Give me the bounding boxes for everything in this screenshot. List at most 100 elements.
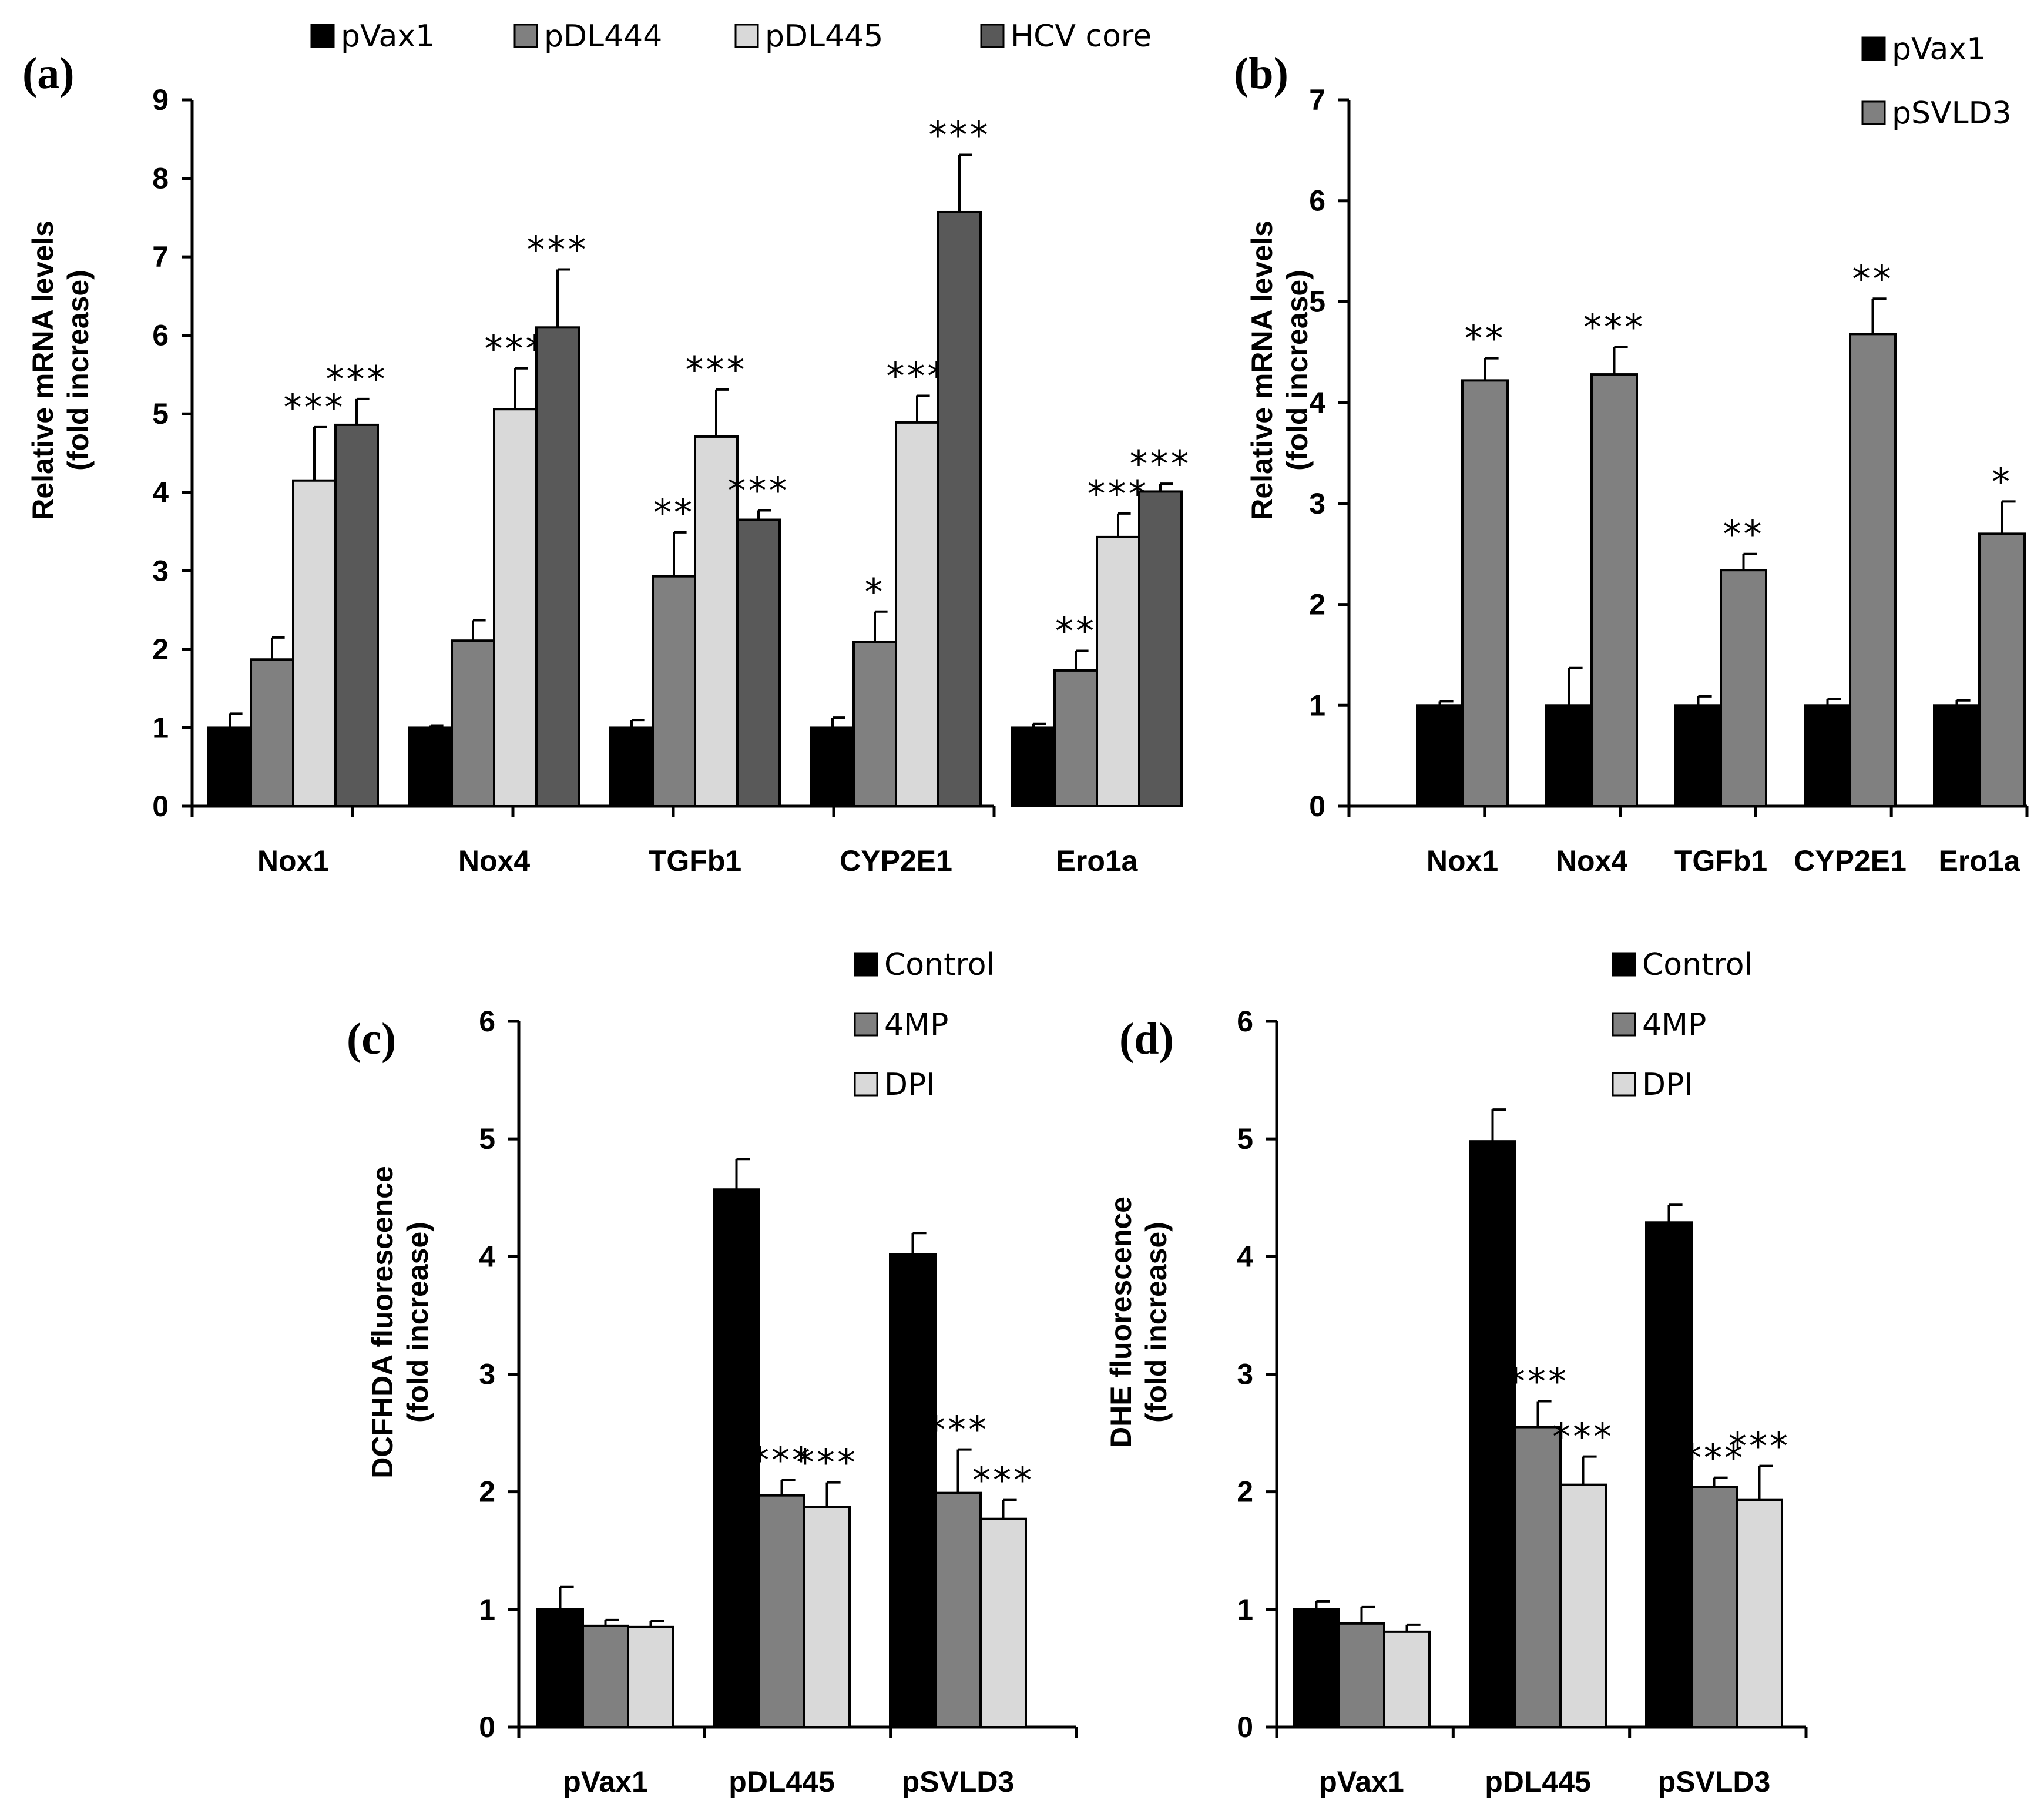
panel-b-ylabel-line2: (fold increase)	[1281, 270, 1314, 471]
panel-c-legend-swatch	[854, 1012, 878, 1037]
panel-a-significance-stars: **	[653, 491, 694, 534]
panel-b-bar	[1720, 569, 1767, 808]
panel-d-significance-stars: ***	[1507, 1360, 1569, 1403]
panel-a-ytick-label: 8	[152, 162, 169, 195]
panel-d-bar	[1469, 1140, 1516, 1729]
panel-a-ylabel-line1: Relative mRNA levels	[26, 220, 59, 520]
panel-c-legend-label: 4MP	[884, 1007, 948, 1042]
panel-a-ytick-label: 6	[152, 319, 169, 352]
panel-a-bar	[736, 518, 781, 807]
panel-a-significance-stars: *	[865, 571, 885, 613]
panel-d-ytick-label: 0	[1237, 1711, 1253, 1744]
panel-c-bar	[582, 1624, 629, 1729]
panel-c-significance-stars: ***	[927, 1409, 989, 1451]
panel-a-ytick-label: 7	[152, 240, 169, 273]
panel-d-ytick-label: 6	[1237, 1005, 1253, 1038]
panel-a-bar	[1053, 669, 1098, 807]
panel-a-legend-swatch	[513, 24, 538, 48]
panel-c-legend-label: Control	[884, 947, 995, 983]
panel-b-category-label: TGFb1	[1674, 844, 1767, 877]
panel-d-significance-stars: ***	[1683, 1437, 1745, 1480]
panel-a-bar	[895, 421, 939, 807]
panel-d-bar	[1338, 1622, 1385, 1728]
panel-a-significance-stars: ***	[326, 358, 388, 401]
panel-a-category-label: Nox4	[458, 844, 530, 877]
panel-a-significance-stars: ***	[527, 228, 589, 271]
panel-a-bar	[207, 726, 252, 808]
panel-b-ytick-label: 1	[1309, 689, 1325, 722]
panel-b-significance-stars: ***	[1583, 306, 1645, 349]
panel-a-ytick-label: 2	[152, 633, 169, 666]
panel-d-significance-stars: ***	[1552, 1416, 1614, 1459]
panel-b-significance-stars: **	[1723, 513, 1764, 556]
panel-d-category-label: pSVLD3	[1658, 1765, 1771, 1798]
panel-a-legend-swatch	[980, 24, 1005, 48]
panel-d-legend-label: 4MP	[1642, 1007, 1706, 1042]
panel-a-category-label: Ero1a	[1056, 844, 1139, 877]
panel-d-legend-swatch	[1612, 1072, 1636, 1097]
panel-b-category-label: CYP2E1	[1794, 844, 1907, 877]
panel-a-significance-stars: ***	[929, 113, 991, 156]
panel-a-significance-stars: ***	[1130, 442, 1192, 485]
panel-b-significance-stars: **	[1852, 257, 1894, 300]
panel-a-ytick-label: 4	[152, 476, 169, 509]
panel-d-bar	[1383, 1630, 1431, 1728]
panel-a-legend-swatch	[734, 24, 759, 48]
panel-a-bar	[1011, 726, 1056, 808]
panel-c-ylabel-line2: (fold increase)	[401, 1222, 434, 1423]
panel-d-ylabel-line1: DHE fluorescence	[1105, 1196, 1137, 1448]
panel-a-bar	[852, 641, 897, 807]
panel-b-bar	[1978, 532, 2026, 807]
panel-a-significance-stars: **	[1055, 610, 1096, 653]
panel-a-legend-label: pDL444	[544, 19, 662, 54]
panel-a-legend-swatch	[310, 24, 335, 48]
panel-b-legend-label: pSVLD3	[1892, 96, 2012, 131]
panel-a-significance-stars: ***	[887, 355, 948, 398]
panel-b-ytick-label: 7	[1309, 83, 1325, 116]
panel-d-significance-stars: ***	[1728, 1425, 1790, 1468]
panel-b-ytick-label: 5	[1309, 285, 1325, 318]
panel-c-ytick-label: 3	[479, 1358, 495, 1391]
panel-a-ytick-label: 1	[152, 711, 169, 744]
panel-c-category-label: pSVLD3	[902, 1765, 1015, 1798]
panel-c-category-label: pVax1	[563, 1765, 648, 1798]
panel-a-bar	[652, 575, 696, 808]
panel-a-bar	[1138, 490, 1183, 807]
panel-b-ytick-label: 3	[1309, 487, 1325, 520]
panel-d-category-label: pVax1	[1319, 1765, 1404, 1798]
panel-c-significance-stars: ***	[751, 1439, 813, 1482]
panel-a-ytick-label: 3	[152, 554, 169, 587]
panel-b-ytick-label: 6	[1309, 185, 1325, 217]
panel-b-legend-label: pVax1	[1892, 32, 1986, 67]
panel-b-legend-swatch	[1861, 100, 1886, 125]
panel-a-ytick-label: 5	[152, 397, 169, 430]
panel-a-significance-stars: ***	[1088, 472, 1149, 515]
panel-a-ytick-label: 9	[152, 83, 169, 116]
panel-d-bar	[1559, 1483, 1607, 1729]
panel-c-ytick-label: 5	[479, 1122, 495, 1155]
panel-d-ytick-label: 4	[1237, 1240, 1253, 1273]
panel-a-bar	[292, 479, 337, 807]
panel-c-legend-swatch	[854, 952, 878, 977]
panel-d-category-label: pDL445	[1485, 1765, 1591, 1798]
panel-b-bar	[1461, 379, 1509, 807]
panel-a-legend-label: pDL445	[765, 19, 883, 54]
panel-a-bar	[250, 658, 294, 807]
panel-d-ytick-label: 5	[1237, 1122, 1253, 1155]
panel-label-b: (b)	[1234, 49, 1288, 98]
panel-a-bar	[694, 435, 739, 807]
panel-label-a: (a)	[22, 49, 75, 98]
panel-c-bar	[713, 1188, 760, 1728]
panel-label-c: (c)	[347, 1014, 396, 1064]
panel-d-bar	[1736, 1498, 1783, 1728]
panel-a-bar	[535, 326, 580, 807]
panel-b-bar	[1590, 373, 1638, 807]
panel-d-ytick-label: 2	[1237, 1476, 1253, 1508]
panel-a-bar	[451, 639, 495, 807]
panel-b-legend-swatch	[1861, 36, 1886, 61]
panel-a-category-label: CYP2E1	[840, 844, 952, 877]
panel-c-bar	[758, 1494, 805, 1728]
panel-c-ytick-label: 0	[479, 1711, 495, 1744]
